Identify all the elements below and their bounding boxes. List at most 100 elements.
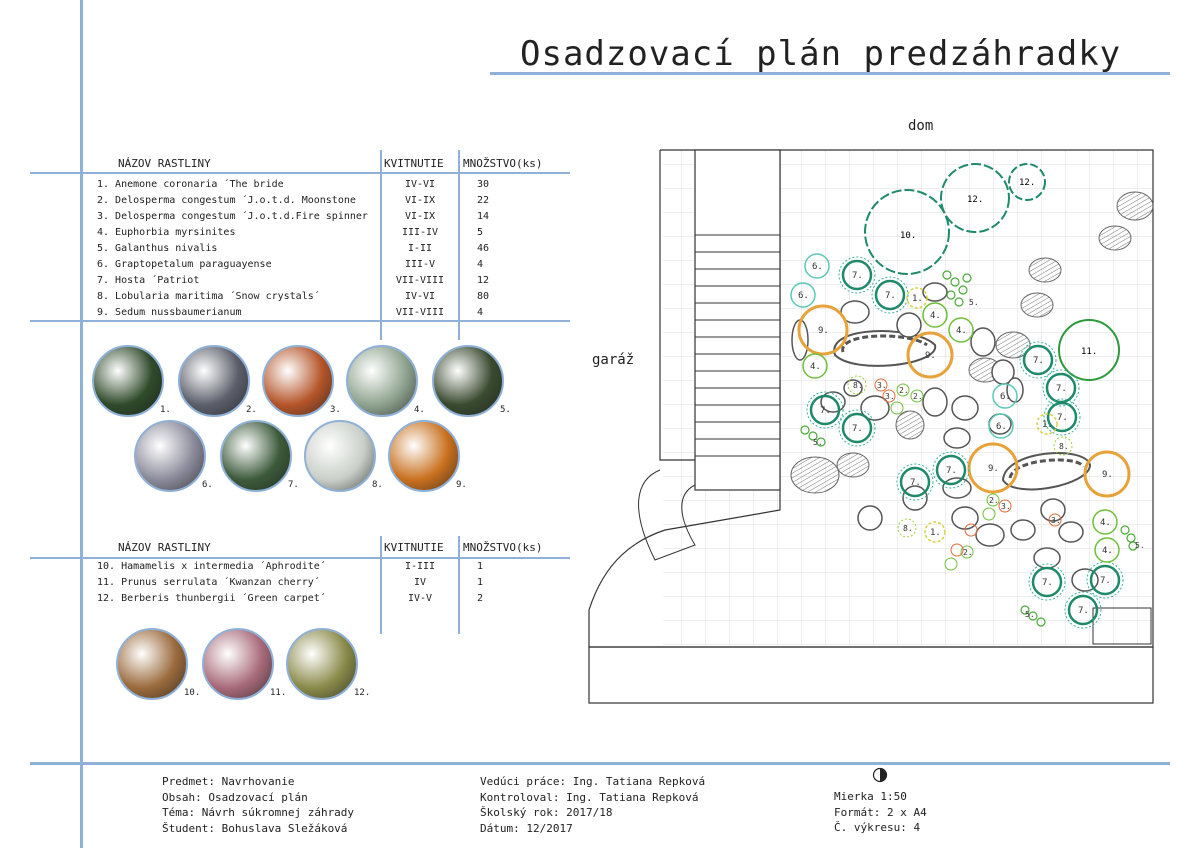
svg-text:7.: 7. — [1057, 413, 1068, 423]
svg-text:4.: 4. — [956, 326, 967, 336]
svg-text:9.: 9. — [988, 464, 999, 474]
plant-row-bloom: VI-IX — [404, 195, 436, 206]
plant-row-qty: 14 — [477, 211, 490, 222]
svg-text:1.: 1. — [1042, 420, 1053, 430]
left-vertical-line — [80, 0, 83, 848]
plant-row-qty: 1 — [477, 577, 484, 588]
plant-photo-label: 9. — [456, 480, 467, 490]
svg-text:10.: 10. — [900, 231, 916, 241]
plant-row-name: 1. Anemone coronaria ´The bride — [97, 179, 284, 190]
svg-text:4.: 4. — [810, 362, 821, 372]
footer-col3: Mierka 1:50 Formát: 2 x A4 Č. výkresu: 4 — [834, 789, 927, 836]
plant-photo-label: 12. — [354, 688, 371, 698]
svg-text:3.: 3. — [1001, 502, 1011, 511]
plant-row-name: 10. Hamamelis x intermedia ´Aphrodite´ — [97, 561, 326, 572]
svg-text:5.: 5. — [1135, 541, 1145, 550]
plant-photo — [92, 345, 164, 417]
plant-photo — [432, 345, 504, 417]
footer-drawing-no: Č. výkresu: 4 — [834, 821, 921, 834]
footer-scale: Mierka 1:50 — [834, 790, 907, 803]
dom-label: dom — [908, 118, 934, 134]
svg-text:6.: 6. — [798, 291, 809, 301]
plant-photo — [178, 345, 250, 417]
svg-text:7.: 7. — [910, 478, 921, 488]
table1-col-divider-1 — [380, 150, 382, 340]
table1-bottom-rule — [30, 320, 570, 322]
plant-row-qty: 4 — [477, 307, 484, 318]
footer-theme: Téma: Návrh súkromnej záhrady — [162, 806, 355, 819]
svg-text:8.: 8. — [903, 524, 913, 533]
table1-h-name: NÁZOV RASTLINY — [118, 157, 211, 170]
plant-photo — [202, 628, 274, 700]
table2-h-qty: MNOŽSTVO(ks) — [463, 541, 543, 554]
footer-year: Školský rok: 2017/18 — [480, 806, 613, 819]
plant-photo-label: 11. — [270, 688, 287, 698]
plant-row-name: 5. Galanthus nivalis — [97, 243, 218, 254]
plant-row-bloom: VI-IX — [404, 211, 436, 222]
svg-text:6.: 6. — [996, 422, 1007, 432]
svg-text:2.: 2. — [989, 496, 999, 505]
plant-row-qty: 30 — [477, 179, 490, 190]
garden-outline — [588, 149, 1154, 648]
svg-text:7.: 7. — [1100, 576, 1111, 586]
svg-text:2.: 2. — [899, 386, 909, 395]
plant-photo — [286, 628, 358, 700]
stair-steps — [695, 234, 780, 457]
footer-checked: Kontroloval: Ing. Tatiana Repková — [480, 790, 699, 804]
plant-photo-label: 5. — [500, 405, 511, 415]
svg-text:8.: 8. — [853, 381, 863, 390]
plant-row-name: 11. Prunus serrulata ´Kwanzan cherry´ — [97, 577, 320, 588]
planting-plan: 10. 12. 12. 11. — [588, 149, 1154, 704]
plant-photo — [262, 345, 334, 417]
plant-row-bloom: I-II — [407, 243, 433, 254]
svg-text:11.: 11. — [1081, 347, 1097, 357]
plant-row-bloom: VII-VIII — [395, 275, 445, 286]
svg-text:1.: 1. — [930, 528, 941, 538]
svg-text:7.: 7. — [820, 406, 831, 416]
svg-text:9.: 9. — [818, 326, 829, 336]
plant-row-qty: 12 — [477, 275, 490, 286]
svg-text:3.: 3. — [885, 392, 895, 401]
plant-photo-label: 6. — [202, 480, 213, 490]
svg-text:7.: 7. — [1033, 356, 1044, 366]
svg-text:7.: 7. — [1042, 578, 1053, 588]
plant-row-bloom: VII-VIII — [395, 307, 445, 318]
table1-top-rule — [30, 172, 570, 174]
plant-photo — [220, 420, 292, 492]
footer-date: Dátum: 12/2017 — [480, 821, 573, 835]
svg-text:9.: 9. — [925, 351, 936, 361]
garage-wall — [659, 150, 695, 461]
plant-row-name: 3. Delosperma congestum ´J.o.t.d.Fire sp… — [97, 211, 368, 222]
svg-text:7.: 7. — [852, 424, 863, 434]
table1-h-qty: MNOŽSTVO(ks) — [463, 157, 543, 170]
table2-h-name: NÁZOV RASTLINY — [118, 541, 211, 554]
plant-photo — [388, 420, 460, 492]
svg-text:6.: 6. — [1000, 392, 1011, 402]
footer-format: Formát: 2 x A4 — [834, 805, 927, 819]
svg-text:2.: 2. — [913, 392, 923, 401]
plant-row-bloom: I-III — [404, 561, 436, 572]
svg-text:7.: 7. — [885, 291, 896, 301]
table2-col-divider-1 — [380, 536, 382, 634]
plant-photo — [116, 628, 188, 700]
corner-box — [1092, 607, 1152, 645]
svg-text:9.: 9. — [1102, 470, 1113, 480]
plant-row-name: 8. Lobularia maritima ´Snow crystals´ — [97, 291, 320, 302]
plant-photo-label: 4. — [414, 405, 425, 415]
plant-row-bloom: IV-VI — [404, 291, 436, 302]
plant-row-qty: 5 — [477, 227, 484, 238]
svg-text:4.: 4. — [1100, 518, 1111, 528]
plant-photo — [304, 420, 376, 492]
plant-row-name: 7. Hosta ´Patriot — [97, 275, 200, 286]
door-arc — [638, 469, 696, 561]
plant-row-qty: 4 — [477, 259, 484, 270]
svg-text:5.: 5. — [969, 298, 979, 307]
bottom-strip — [588, 646, 1154, 704]
svg-text:7.: 7. — [1078, 606, 1089, 616]
svg-text:7.: 7. — [946, 466, 957, 476]
footer-col2: Vedúci práce: Ing. Tatiana Repková Kontr… — [480, 774, 705, 836]
svg-text:3.: 3. — [1051, 516, 1061, 525]
svg-text:7.: 7. — [1056, 384, 1067, 394]
plant-row-qty: 46 — [477, 243, 490, 254]
plant-row-name: 12. Berberis thunbergii ´Green carpet´ — [97, 593, 326, 604]
